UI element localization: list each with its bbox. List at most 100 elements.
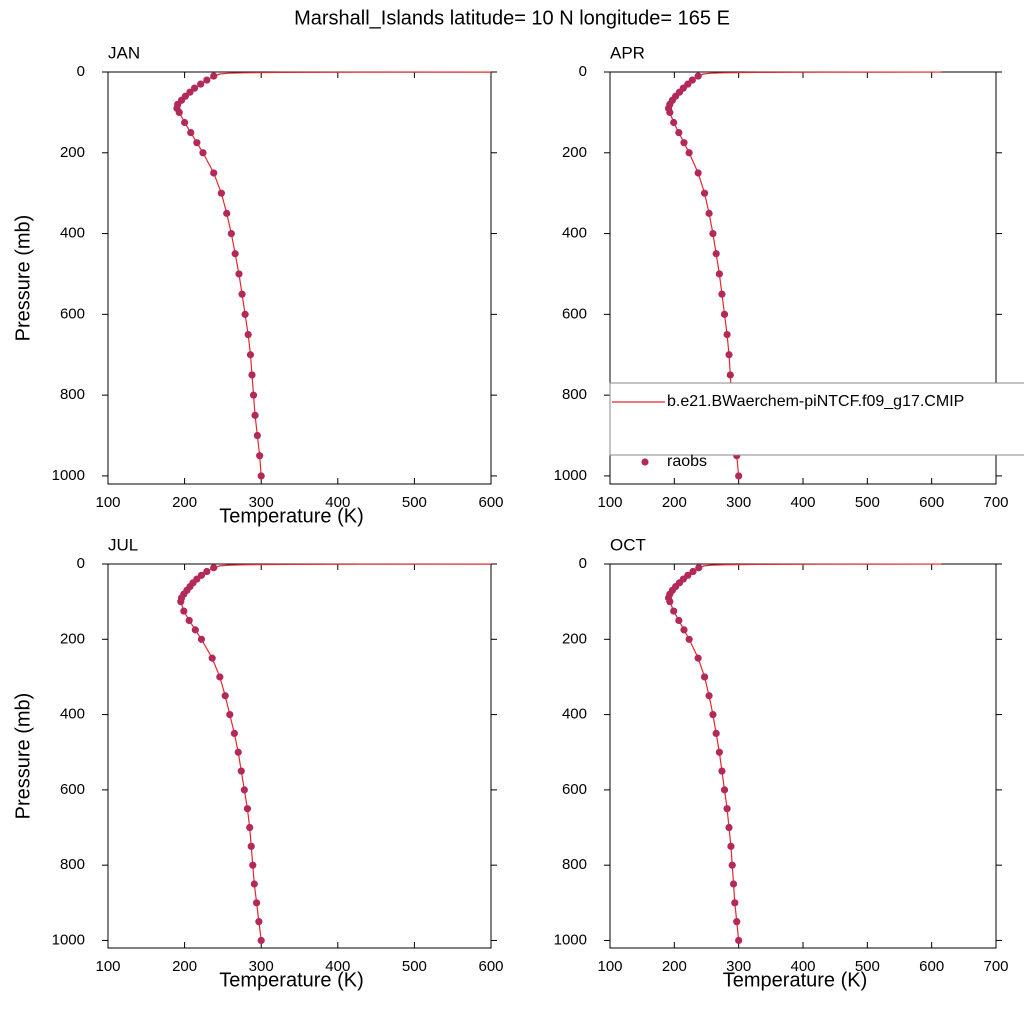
y-tick-label: 800 (60, 856, 85, 873)
y-tick-label: 1000 (554, 931, 587, 948)
x-tick-label: 600 (478, 494, 503, 511)
x-tick-label: 500 (855, 958, 880, 975)
y-axis-title: Pressure (mb) (12, 215, 34, 342)
data-point (210, 169, 218, 177)
data-point (735, 472, 743, 480)
data-point (718, 767, 726, 775)
data-point (728, 861, 736, 869)
data-point (680, 139, 688, 147)
data-point (221, 692, 229, 700)
x-tick-label: 700 (983, 494, 1008, 511)
y-tick-label: 800 (60, 386, 85, 403)
data-point (190, 84, 199, 92)
data-point (685, 635, 693, 643)
x-tick-label: 300 (726, 958, 751, 975)
data-point (223, 209, 231, 217)
y-tick-label: 200 (60, 144, 85, 161)
data-point (235, 270, 243, 278)
data-point (725, 823, 733, 832)
x-tick-label: 200 (662, 958, 687, 975)
data-point (210, 564, 218, 572)
data-point (243, 805, 252, 813)
x-axis-title: Temperature (K) (219, 969, 364, 991)
data-point (197, 571, 206, 579)
data-point (694, 654, 702, 662)
x-tick-label: 300 (249, 494, 274, 511)
data-point (197, 635, 206, 643)
data-point (705, 692, 713, 700)
x-tick-label: 300 (249, 958, 274, 975)
data-point (247, 842, 255, 850)
data-point (181, 118, 189, 127)
y-tick-label: 1000 (554, 467, 587, 484)
x-tick-label: 500 (402, 494, 427, 511)
data-point (727, 842, 735, 850)
data-point (680, 626, 688, 634)
data-point (244, 330, 252, 339)
plot-area (664, 563, 942, 945)
data-point (712, 729, 720, 738)
legend-label: raobs (667, 453, 707, 470)
data-point (670, 607, 678, 615)
x-tick-label: 200 (662, 494, 687, 511)
y-tick-label: 1000 (52, 931, 85, 948)
y-tick-label: 0 (579, 555, 587, 572)
data-point (705, 209, 713, 217)
x-tick-label: 400 (325, 958, 350, 975)
x-tick-label: 400 (790, 958, 815, 975)
data-point (253, 899, 261, 907)
data-point (203, 76, 211, 84)
data-point (735, 936, 743, 945)
data-point (675, 616, 683, 625)
plot-area (177, 563, 491, 945)
data-point (231, 250, 239, 258)
y-tick-label: 800 (562, 856, 587, 873)
data-point (238, 290, 246, 298)
y-tick-label: 400 (562, 225, 587, 242)
data-point (688, 76, 696, 84)
x-tick-label: 500 (402, 958, 427, 975)
data-point (726, 371, 734, 379)
y-tick-label: 200 (562, 630, 587, 647)
data-point (251, 411, 259, 419)
data-point (197, 80, 205, 88)
x-tick-label: 400 (325, 494, 350, 511)
data-point (199, 149, 207, 157)
plot-frame (107, 71, 492, 485)
data-point (227, 229, 235, 238)
x-tick-label: 700 (983, 958, 1008, 975)
data-point (715, 748, 723, 756)
data-point (248, 371, 256, 379)
data-point (249, 391, 258, 399)
data-point (191, 626, 199, 634)
data-point (257, 936, 265, 945)
data-point (712, 250, 720, 258)
y-tick-label: 600 (562, 305, 587, 322)
data-point (700, 189, 709, 197)
data-point (720, 786, 729, 794)
data-point (240, 786, 248, 794)
x-tick-label: 100 (95, 958, 120, 975)
y-tick-label: 400 (60, 225, 85, 242)
data-point (723, 805, 731, 813)
plot-area (173, 71, 491, 480)
data-point (180, 607, 188, 615)
x-tick-label: 400 (790, 494, 815, 511)
y-tick-label: 0 (77, 555, 85, 572)
data-point (670, 118, 678, 127)
data-point (723, 330, 731, 339)
data-point (685, 149, 693, 157)
data-point (733, 918, 741, 926)
data-point (187, 128, 195, 137)
data-point (720, 310, 729, 318)
x-axis-title: Temperature (K) (219, 505, 364, 527)
x-tick-label: 100 (95, 494, 120, 511)
y-tick-label: 0 (579, 63, 587, 80)
profile-line (667, 563, 942, 941)
plot-frame (609, 563, 997, 949)
data-point (246, 823, 254, 832)
y-tick-label: 400 (562, 706, 587, 723)
data-point (226, 710, 234, 719)
